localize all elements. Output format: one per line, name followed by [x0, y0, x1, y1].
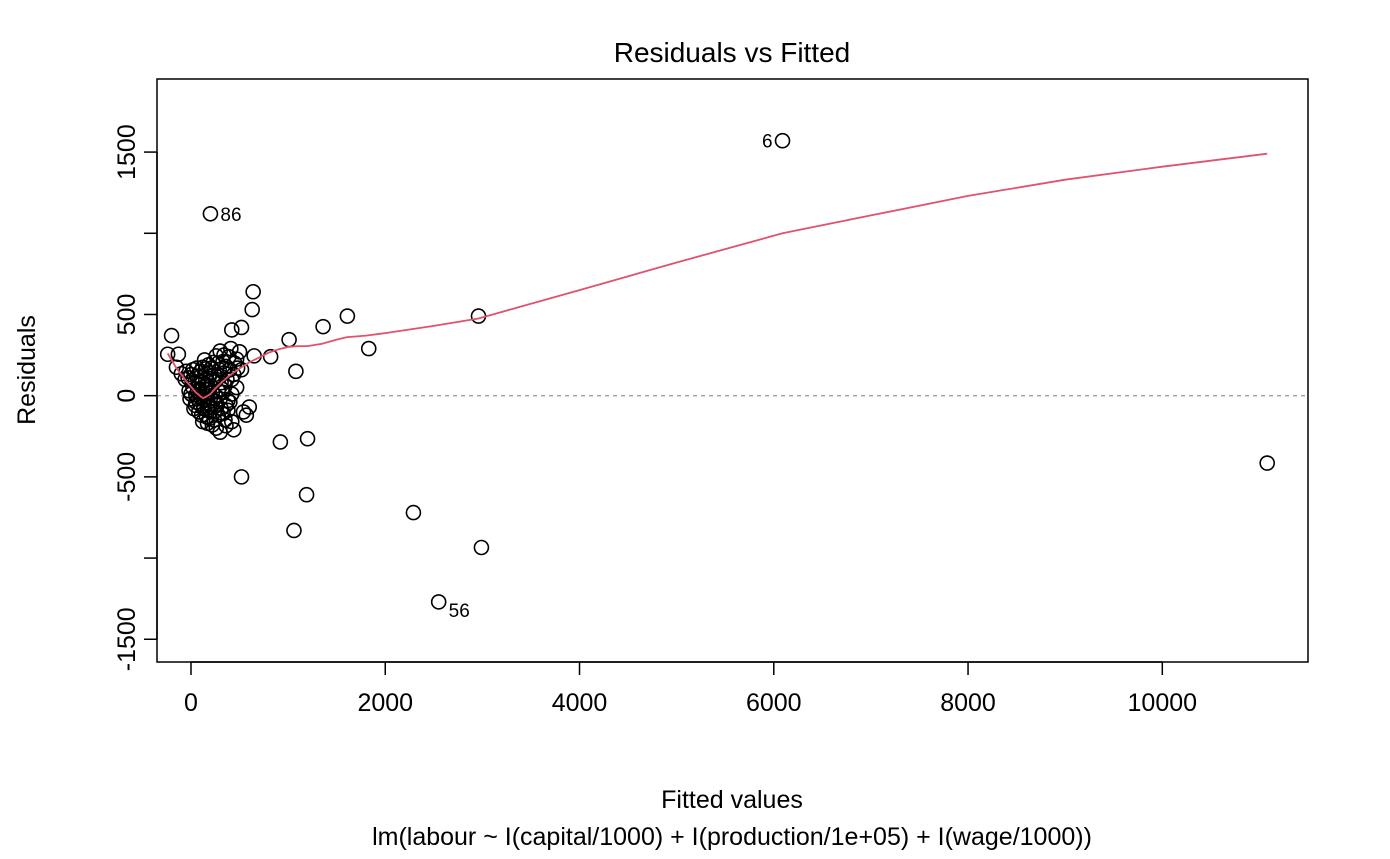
data-point: [262, 348, 279, 365]
outlier-label: 6: [762, 132, 773, 153]
x-tick-label: 6000: [746, 689, 802, 717]
x-tick-label: 8000: [940, 689, 996, 717]
data-point: [170, 346, 187, 363]
data-point: [286, 522, 302, 539]
x-tick-label: 2000: [357, 689, 413, 717]
data-point: [281, 331, 297, 348]
data-point: [1259, 455, 1276, 471]
data-point: [213, 374, 229, 391]
data-point: [233, 469, 250, 485]
data-point: [360, 340, 377, 357]
data-point: [430, 594, 447, 610]
data-point: [473, 539, 490, 556]
data-point: [215, 353, 231, 370]
data-point: [244, 301, 260, 318]
data-point: [187, 397, 204, 414]
data-point: [229, 360, 246, 376]
data-point: [203, 360, 220, 376]
x-axis: 0 2000 4000 6000 8000 10000: [184, 661, 1198, 717]
data-point: [339, 308, 356, 324]
data-point: [238, 407, 255, 423]
data-point: [470, 308, 487, 324]
data-point: [177, 371, 193, 388]
data-point: [315, 318, 331, 335]
y-axis-label: Residuals: [13, 315, 41, 425]
x-tick-label: 4000: [552, 689, 608, 717]
data-point: [204, 384, 221, 401]
data-point: [405, 504, 422, 521]
y-tick-label: 500: [113, 294, 141, 336]
smooth-curve: [166, 152, 1268, 400]
point-labels: 6 86 56: [220, 132, 772, 622]
data-point: [193, 374, 210, 391]
data-point: [202, 205, 219, 222]
y-tick-label: 0: [113, 389, 141, 403]
data-point: [212, 343, 228, 359]
y-tick-label: 1500: [113, 124, 141, 180]
data-point: [288, 363, 304, 380]
data-point: [159, 346, 176, 363]
data-point: [235, 404, 252, 420]
data-point: [217, 412, 233, 428]
data-point: [774, 132, 791, 149]
data-point: [198, 408, 215, 425]
data-point: [223, 322, 240, 338]
data-point: [223, 413, 240, 430]
y-axis: -1500 -500 0 500 1500: [113, 124, 158, 671]
y-tick-label: -1500: [113, 607, 141, 671]
chart-title: Residuals vs Fitted: [614, 37, 851, 68]
data-point: [241, 399, 258, 415]
x-axis-label: Fitted values: [661, 786, 803, 814]
data-point: [225, 421, 242, 438]
data-point: [233, 319, 250, 336]
data-point: [298, 486, 315, 503]
data-point: [215, 405, 231, 422]
x-tick-label: 0: [184, 689, 198, 717]
plot-frame: [156, 78, 1309, 663]
outlier-label: 86: [220, 205, 241, 226]
scatter-points: [159, 132, 1276, 610]
data-point: [272, 434, 289, 450]
data-point: [183, 366, 199, 383]
x-tick-label: 10000: [1128, 689, 1198, 717]
outlier-label: 56: [449, 601, 470, 622]
data-point: [163, 327, 180, 344]
data-point: [299, 430, 316, 447]
data-point: [206, 404, 223, 420]
data-point: [245, 283, 261, 300]
y-tick-label: -500: [113, 452, 141, 502]
chart-subtitle: lm(labour ~ I(capital/1000) + I(producti…: [372, 823, 1092, 851]
